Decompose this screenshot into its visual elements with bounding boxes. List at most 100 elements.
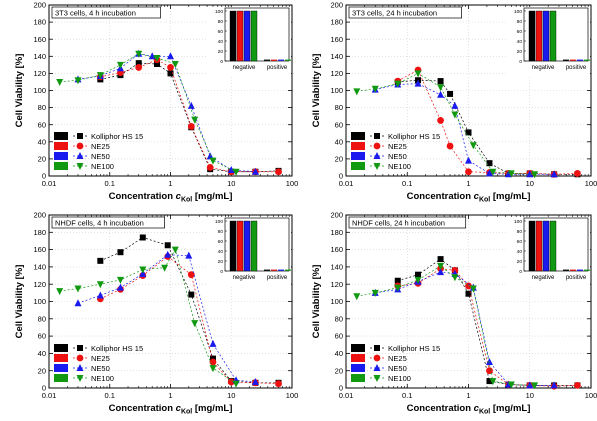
data-point xyxy=(187,123,195,130)
y-tick-label: 200 xyxy=(330,1,343,10)
x-tick-label: 10 xyxy=(227,179,235,188)
data-point xyxy=(116,283,124,291)
inset-category-label: negative xyxy=(233,275,256,281)
y-tick-label: 120 xyxy=(33,69,46,78)
x-tick-label: 0.01 xyxy=(42,391,57,400)
inset-category-label: positive xyxy=(566,65,587,71)
chart-title-box xyxy=(51,216,165,229)
y-tick-label: 160 xyxy=(33,35,46,44)
data-point xyxy=(371,289,379,297)
x-tick-label: 0.01 xyxy=(42,179,57,188)
data-point xyxy=(446,142,454,150)
x-axis-label-subscript: Kol xyxy=(479,197,490,204)
legend-label: NE100 xyxy=(91,374,114,383)
legend-marker xyxy=(76,152,84,159)
data-point xyxy=(394,277,401,284)
data-point xyxy=(167,64,174,71)
data-point xyxy=(469,142,477,150)
inset-bar-negative xyxy=(250,220,258,272)
data-point xyxy=(550,170,558,178)
data-point xyxy=(394,284,402,292)
y-axis-label: Cell Viability [%] xyxy=(311,54,322,128)
y-tick-label: 80 xyxy=(335,314,343,323)
y-tick-label: 100 xyxy=(330,297,343,306)
x-tick-label: 1 xyxy=(168,391,172,400)
data-point xyxy=(531,382,539,390)
data-point xyxy=(154,60,161,67)
y-tick-label: 60 xyxy=(38,120,46,129)
data-point xyxy=(485,358,493,366)
data-point xyxy=(275,380,282,388)
x-axis-label-subscript: Kol xyxy=(181,409,192,416)
y-tick-label: 20 xyxy=(335,155,343,164)
x-axis-label-unit: [mg/mL] xyxy=(490,403,530,414)
x-axis-label-text: Concentration xyxy=(407,191,474,202)
x-axis-label-symbol: c xyxy=(176,403,182,414)
legend-swatch xyxy=(54,364,68,372)
data-point xyxy=(394,80,402,88)
data-point xyxy=(251,377,259,385)
legend-swatch xyxy=(54,162,68,170)
data-point xyxy=(116,61,124,69)
inset-y-tick-label: 80 xyxy=(218,19,224,25)
inset-bar-negative xyxy=(535,220,543,272)
inset-y-tick-label: 40 xyxy=(218,249,224,255)
inset-category-label: negative xyxy=(532,65,555,71)
legend-marker xyxy=(373,142,381,150)
inset-chart: 0 20 40 60 80 100 negative positive xyxy=(208,217,291,286)
data-point xyxy=(167,52,174,60)
y-tick-label: 120 xyxy=(33,280,46,289)
y-tick-label: 180 xyxy=(33,18,46,27)
chart-title-box xyxy=(51,6,161,19)
legend-swatch xyxy=(54,142,68,150)
legend-marker xyxy=(77,345,83,351)
legend-swatch xyxy=(54,354,68,362)
data-point xyxy=(116,276,124,284)
y-tick-label: 140 xyxy=(33,52,46,61)
y-tick-label: 0 xyxy=(42,172,46,181)
data-point xyxy=(489,378,497,386)
series-ne50 xyxy=(371,79,558,178)
data-point xyxy=(188,291,195,298)
y-tick-label: 140 xyxy=(330,52,343,61)
x-tick-label: 100 xyxy=(286,179,299,188)
inset-y-tick-label: 80 xyxy=(517,229,523,235)
inset-y-tick-label: 40 xyxy=(517,249,523,255)
data-point xyxy=(447,90,454,97)
data-point xyxy=(227,378,235,386)
series-line xyxy=(375,83,555,175)
series-line xyxy=(59,53,237,173)
x-axis-label-unit: [mg/mL] xyxy=(490,191,530,202)
data-point xyxy=(167,70,174,77)
x-tick-label: 0.01 xyxy=(339,179,354,188)
data-point xyxy=(437,84,445,92)
data-point xyxy=(171,246,179,254)
data-point xyxy=(187,101,195,109)
legend-swatch xyxy=(351,374,365,382)
data-point xyxy=(191,116,199,124)
legend-label: NE50 xyxy=(91,152,110,161)
data-point xyxy=(275,168,282,176)
data-point xyxy=(185,251,193,259)
data-point xyxy=(437,78,444,85)
data-point xyxy=(206,164,214,171)
data-point xyxy=(209,157,217,165)
x-tick-label: 100 xyxy=(286,391,299,400)
y-tick-label: 100 xyxy=(33,297,46,306)
x-axis-label: Concentration cKol [mg/mL] xyxy=(109,191,233,204)
data-point xyxy=(437,268,445,276)
data-point xyxy=(437,117,444,124)
data-point xyxy=(465,168,472,176)
inset-bar-negative xyxy=(549,10,557,62)
data-point xyxy=(164,242,171,249)
chart-title: NHDF cells, 4 h incubation xyxy=(55,219,144,228)
legend-label: Kolliphor HS 15 xyxy=(91,132,143,141)
inset-y-tick-label: 0 xyxy=(220,59,223,65)
y-tick-label: 20 xyxy=(38,366,46,375)
data-point xyxy=(139,266,147,274)
data-point xyxy=(74,285,82,293)
inset-category-label: negative xyxy=(532,275,555,281)
data-point xyxy=(209,365,217,373)
legend-swatch xyxy=(54,374,68,382)
y-tick-label: 80 xyxy=(38,314,46,323)
